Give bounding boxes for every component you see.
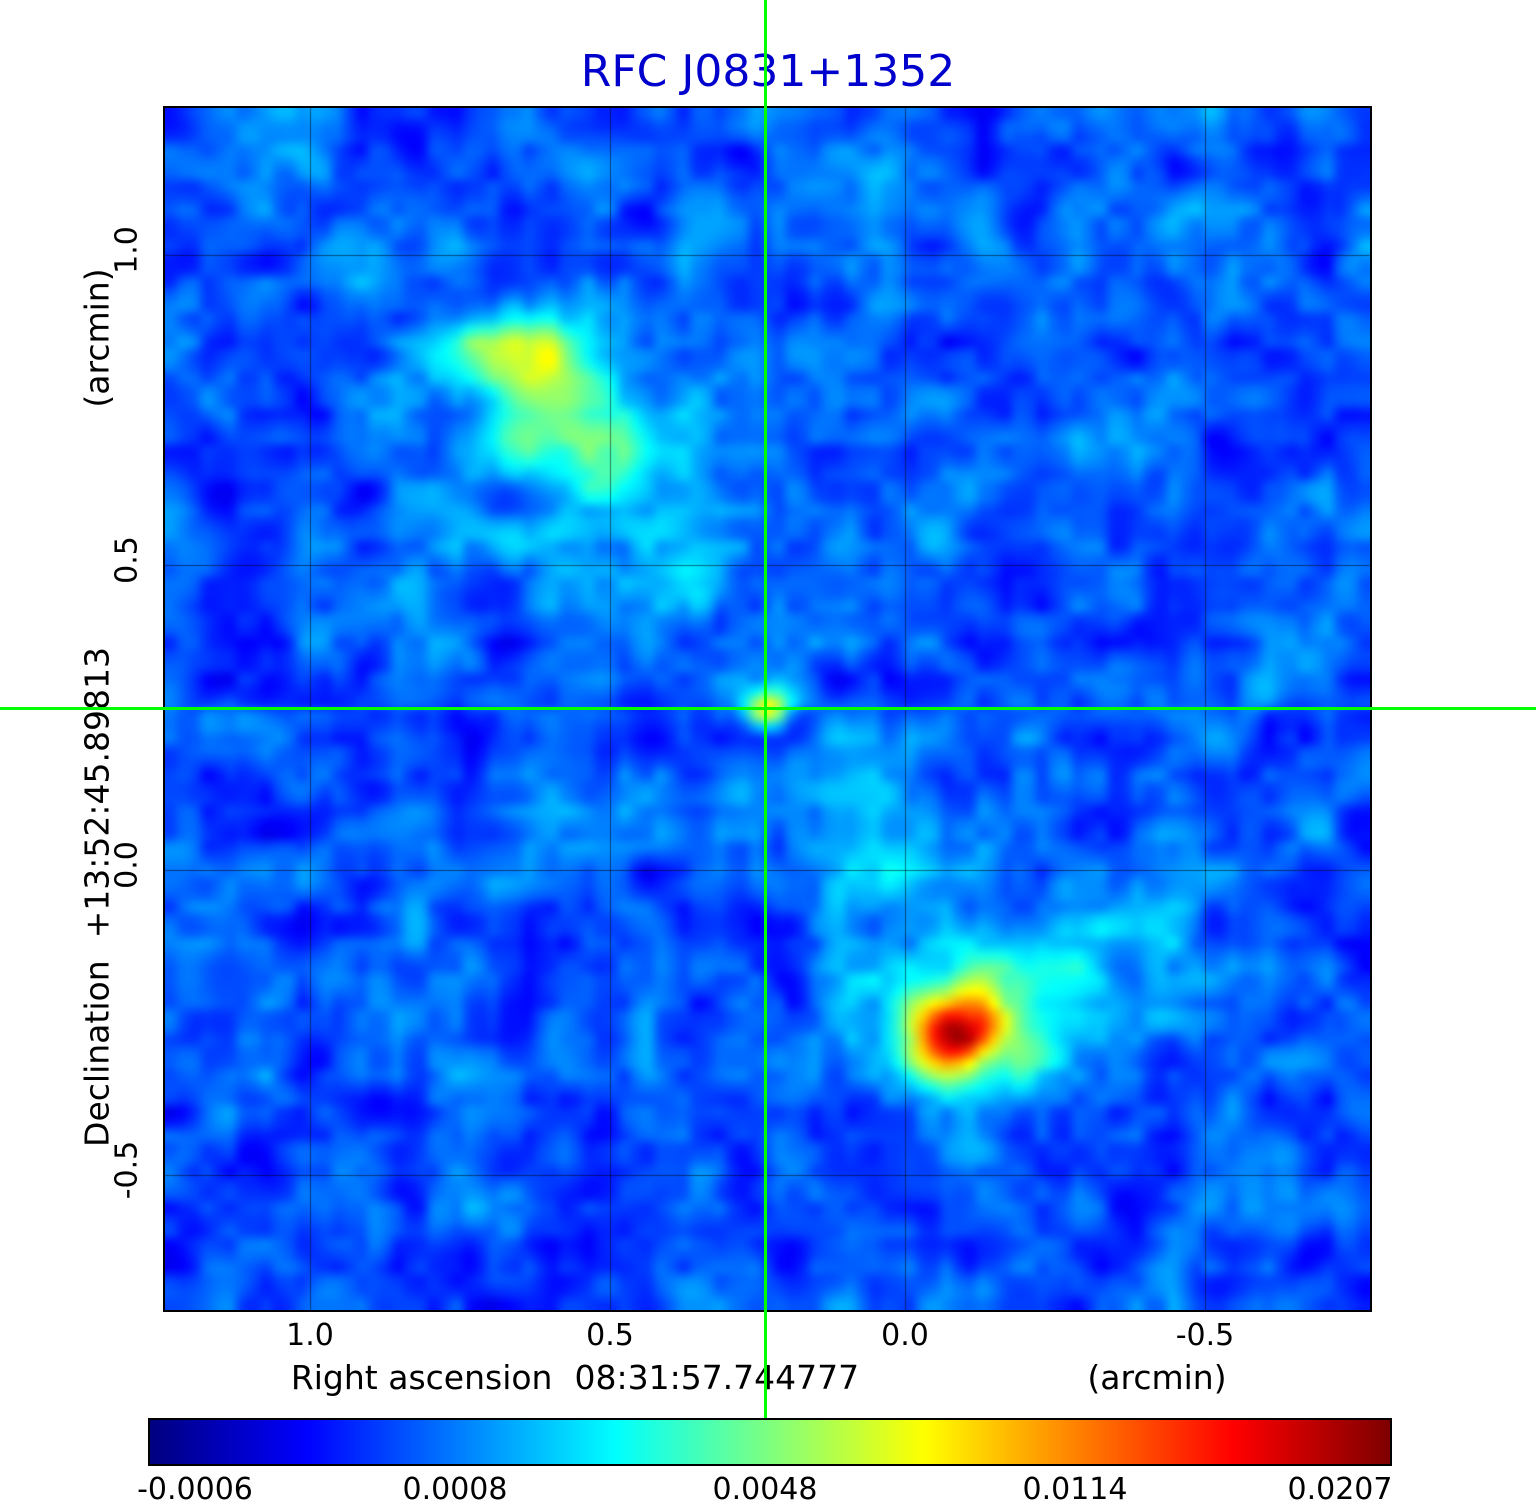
x-axis-label: Right ascension: [290, 1358, 553, 1397]
y-tick-label: 0.5: [109, 536, 145, 584]
x-tick-label: -0.5: [1175, 1318, 1235, 1353]
colorbar-tick-label: 0.0048: [712, 1472, 818, 1507]
y-tick-label: 1.0: [109, 226, 145, 274]
colorbar: [148, 1418, 1392, 1466]
colorbar-tick-label: 0.0207: [1287, 1472, 1393, 1507]
x-tick-label: 0.0: [881, 1318, 929, 1353]
x-axis-title: Right ascension 08:31:57.744777: [291, 1358, 859, 1397]
y-axis-title: Declination +13:52:45.89813: [78, 647, 117, 1147]
crosshair-horizontal-line: [0, 707, 1536, 710]
y-axis-unit: (arcmin): [77, 268, 117, 408]
colorbar-tick-label: -0.0006: [137, 1472, 253, 1507]
y-axis-coordinate-value: +13:52:45.89813: [77, 647, 117, 939]
x-tick-label: 0.5: [586, 1318, 634, 1353]
colorbar-canvas: [150, 1420, 1390, 1464]
x-tick-label: 1.0: [286, 1318, 334, 1353]
colorbar-tick-label: 0.0008: [402, 1472, 508, 1507]
y-tick-label: -0.5: [109, 1140, 145, 1200]
x-axis-unit: (arcmin): [1087, 1358, 1227, 1397]
page-title: RFC J0831+1352: [580, 46, 956, 97]
y-axis-label: Declination: [77, 960, 117, 1147]
colorbar-tick-label: 0.0114: [1022, 1472, 1128, 1507]
x-axis-coordinate-value: 08:31:57.744777: [574, 1358, 860, 1397]
